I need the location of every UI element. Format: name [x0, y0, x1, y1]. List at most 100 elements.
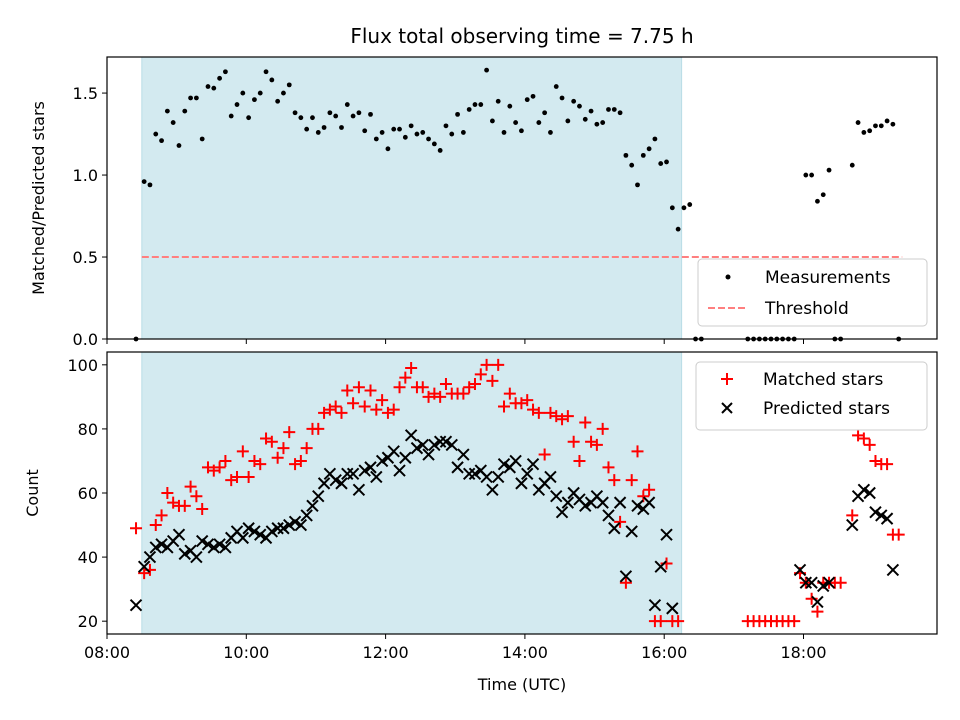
measurement-point	[228, 113, 234, 119]
matched-star-point	[439, 378, 452, 391]
matched-star-point	[130, 522, 143, 535]
matched-star-point	[579, 416, 592, 429]
measurement-point	[449, 131, 455, 137]
legend-matched-marker	[721, 373, 733, 385]
matched-star-point	[608, 474, 621, 487]
matched-star-point	[236, 445, 249, 458]
measurement-point	[408, 123, 414, 129]
predicted-star-point	[283, 518, 296, 532]
predicted-star-point	[468, 467, 482, 480]
bottom-y-axis-label: Count	[23, 469, 42, 517]
measurement-point	[559, 95, 565, 101]
predicted-star-point	[642, 496, 656, 509]
predicted-star-point	[393, 464, 406, 477]
predicted-star-point	[265, 525, 279, 538]
measurement-point	[373, 136, 379, 142]
measurement-point	[855, 120, 861, 125]
legend-measurements-marker	[725, 274, 731, 280]
measurement-point	[269, 77, 275, 83]
predicted-star-point	[805, 576, 818, 589]
predicted-star-point	[387, 445, 400, 458]
measurement-point	[501, 130, 507, 135]
matched-star-point	[468, 378, 481, 391]
matched-star-point	[387, 403, 400, 416]
predicted-star-point	[515, 477, 528, 490]
measurement-point	[849, 162, 855, 168]
predicted-star-point	[550, 489, 563, 503]
matched-star-point	[532, 406, 545, 419]
legend-predicted-label: Predicted stars	[763, 399, 890, 419]
matched-star-point	[370, 403, 383, 416]
matched-star-point	[538, 448, 551, 461]
bottom-y-tick-label: 80	[78, 420, 98, 439]
predicted-star-point	[300, 509, 313, 522]
predicted-star-point	[375, 454, 389, 468]
predicted-star-point	[793, 563, 807, 577]
predicted-star-point	[129, 598, 143, 612]
matched-star-point	[596, 422, 609, 435]
matched-star-point	[486, 374, 499, 387]
measurement-point	[588, 108, 594, 114]
predicted-star-point	[666, 602, 679, 615]
measurement-point	[170, 120, 176, 125]
predicted-star-point	[480, 470, 493, 484]
predicted-star-point	[288, 515, 302, 529]
matched-star-point	[312, 422, 325, 435]
legend-predicted-marker	[721, 402, 733, 414]
matched-star-point	[242, 470, 255, 483]
measurement-point	[507, 103, 513, 109]
matched-star-point	[393, 381, 406, 394]
matched-star-point	[654, 615, 667, 628]
matched-star-point	[631, 445, 644, 458]
measurement-point	[275, 98, 281, 104]
measurement-point	[513, 120, 519, 125]
measurement-point	[240, 90, 246, 96]
measurement-point	[199, 136, 205, 142]
matched-star-point	[161, 487, 174, 499]
predicted-star-point	[451, 461, 464, 474]
predicted-star-point	[306, 499, 319, 513]
predicted-star-point	[625, 525, 638, 538]
matched-star-point	[329, 400, 342, 413]
measurement-point	[176, 143, 182, 148]
measurement-point	[252, 97, 257, 103]
predicted-star-point	[596, 496, 609, 509]
legend-matched-label: Matched stars	[763, 370, 883, 390]
measurement-point	[460, 130, 466, 135]
measurement-point	[431, 141, 437, 147]
predicted-star-point	[172, 528, 186, 541]
top-observing-window	[141, 56, 683, 340]
measurement-point	[385, 146, 391, 152]
matched-star-point	[834, 576, 847, 589]
predicted-star-point	[811, 595, 824, 609]
predicted-star-point	[404, 429, 418, 442]
measurement-point	[646, 146, 652, 152]
predicted-star-point	[346, 467, 360, 480]
predicted-star-point	[143, 550, 157, 564]
x-tick-label: 08:00	[84, 643, 130, 662]
measurement-point	[606, 107, 611, 112]
predicted-star-point	[352, 483, 366, 497]
measurement-point	[571, 98, 577, 104]
predicted-star-point	[497, 457, 511, 471]
measurement-point	[379, 130, 385, 135]
matched-star-point	[376, 394, 389, 407]
predicted-star-point	[248, 525, 261, 538]
matched-star-point	[846, 509, 859, 522]
predicted-star-point	[399, 451, 412, 464]
predicted-star-point	[521, 467, 534, 480]
predicted-star-point	[457, 448, 470, 461]
matched-star-point	[294, 454, 307, 467]
measurement-point	[437, 148, 443, 153]
measurement-point	[344, 102, 350, 107]
measurement-point	[640, 152, 646, 158]
matched-star-point	[561, 410, 574, 423]
predicted-star-point	[660, 528, 673, 541]
predicted-star-point	[613, 496, 627, 509]
measurement-point	[652, 136, 658, 142]
measurement-point	[414, 131, 420, 137]
matched-star-point	[231, 470, 244, 483]
measurement-point	[420, 130, 426, 135]
matched-star-point	[863, 438, 876, 451]
measurement-point	[315, 130, 321, 135]
